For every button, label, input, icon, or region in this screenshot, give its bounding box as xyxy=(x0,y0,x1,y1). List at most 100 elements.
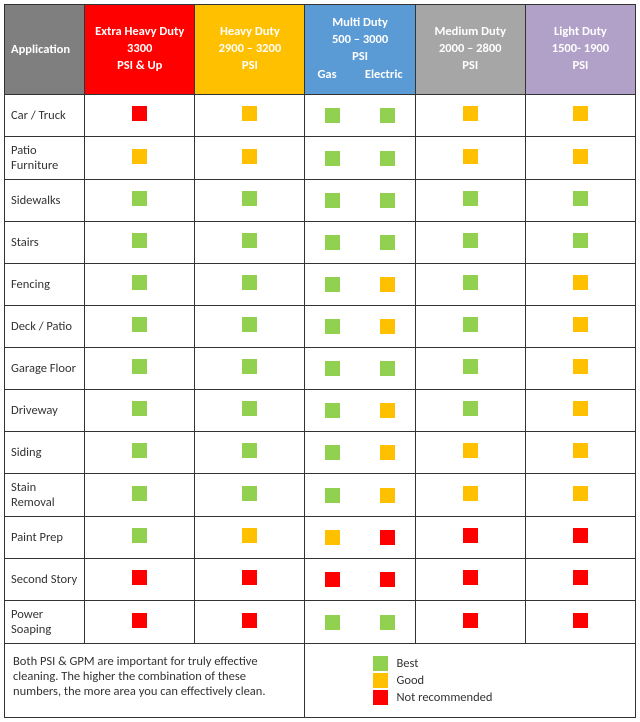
legend-item: Good xyxy=(373,673,627,688)
legend-label: Good xyxy=(396,673,424,688)
rating-square-good xyxy=(573,401,588,416)
rating-cell xyxy=(195,517,305,559)
table-row: Patio Furniture xyxy=(5,137,636,180)
pressure-washer-chart: Application Extra Heavy Duty3300PSI & Up… xyxy=(4,4,636,718)
rating-square-best xyxy=(380,361,395,376)
rating-cell xyxy=(305,222,415,264)
rating-square-best xyxy=(242,233,257,248)
rating-square-best xyxy=(132,233,147,248)
rating-square-good xyxy=(242,106,257,121)
rating-square-good xyxy=(373,673,388,688)
rating-cell xyxy=(525,137,635,180)
rating-square-not xyxy=(573,528,588,543)
rating-cell xyxy=(415,390,525,432)
rating-square-good xyxy=(573,359,588,374)
rating-cell xyxy=(415,306,525,348)
rating-square-best xyxy=(325,235,340,250)
rating-cell xyxy=(525,222,635,264)
rating-cell xyxy=(305,137,415,180)
legend-item: Best xyxy=(373,656,627,671)
rating-square-good xyxy=(573,106,588,121)
rating-cell xyxy=(415,348,525,390)
legend-item: Not recommended xyxy=(373,690,627,705)
rating-square-best xyxy=(132,317,147,332)
rating-cell xyxy=(85,95,195,137)
rating-cell xyxy=(195,95,305,137)
rating-square-good xyxy=(463,106,478,121)
application-label: Driveway xyxy=(5,390,85,432)
rating-square-best xyxy=(380,151,395,166)
rating-square-best xyxy=(325,615,340,630)
rating-cell xyxy=(525,348,635,390)
rating-square-best xyxy=(463,275,478,290)
rating-square-best xyxy=(573,233,588,248)
rating-cell xyxy=(85,432,195,474)
rating-cell xyxy=(85,390,195,432)
rating-square-best xyxy=(132,486,147,501)
table-row: Paint Prep xyxy=(5,517,636,559)
rating-square-best xyxy=(242,486,257,501)
rating-square-good xyxy=(573,486,588,501)
rating-square-not xyxy=(132,613,147,628)
rating-square-good xyxy=(573,149,588,164)
application-label: Power Soaping xyxy=(5,601,85,644)
rating-cell xyxy=(195,180,305,222)
application-label: Patio Furniture xyxy=(5,137,85,180)
rating-square-best xyxy=(325,361,340,376)
rating-square-best xyxy=(132,275,147,290)
rating-square-best xyxy=(463,191,478,206)
rating-cell xyxy=(85,559,195,601)
rating-cell xyxy=(85,264,195,306)
rating-cell xyxy=(195,432,305,474)
rating-cell xyxy=(305,180,415,222)
rating-square-good xyxy=(242,149,257,164)
rating-square-good xyxy=(132,149,147,164)
rating-cell xyxy=(415,559,525,601)
application-label: Paint Prep xyxy=(5,517,85,559)
rating-cell xyxy=(305,264,415,306)
header-light: Light Duty1500- 1900PSI xyxy=(525,5,635,95)
rating-square-best xyxy=(463,359,478,374)
rating-square-best xyxy=(325,445,340,460)
rating-cell xyxy=(415,222,525,264)
rating-cell xyxy=(195,348,305,390)
rating-square-best xyxy=(380,615,395,630)
rating-square-best xyxy=(132,191,147,206)
rating-cell xyxy=(525,180,635,222)
rating-cell xyxy=(85,306,195,348)
rating-cell xyxy=(415,137,525,180)
rating-cell xyxy=(195,474,305,517)
rating-cell xyxy=(195,306,305,348)
rating-cell xyxy=(195,264,305,306)
rating-square-good xyxy=(573,317,588,332)
rating-cell xyxy=(85,222,195,264)
rating-cell xyxy=(525,559,635,601)
rating-square-best xyxy=(463,317,478,332)
rating-cell xyxy=(305,559,415,601)
rating-cell xyxy=(525,601,635,644)
rating-square-good xyxy=(463,486,478,501)
rating-square-best xyxy=(325,403,340,418)
legend-cell: Best Good Not recommended xyxy=(305,644,636,718)
rating-cell xyxy=(415,180,525,222)
rating-square-good xyxy=(380,403,395,418)
header-multi: Multi Duty500 – 3000PSIGasElectric xyxy=(305,5,415,95)
rating-cell xyxy=(415,95,525,137)
table-row: Car / Truck xyxy=(5,95,636,137)
rating-cell xyxy=(305,601,415,644)
table-row: Stain Removal xyxy=(5,474,636,517)
rating-cell xyxy=(195,601,305,644)
rating-square-good xyxy=(380,319,395,334)
rating-square-good xyxy=(380,445,395,460)
application-label: Car / Truck xyxy=(5,95,85,137)
rating-cell xyxy=(305,390,415,432)
rating-square-best xyxy=(242,401,257,416)
rating-square-best xyxy=(325,108,340,123)
rating-cell xyxy=(525,306,635,348)
rating-square-not xyxy=(132,106,147,121)
rating-cell xyxy=(85,348,195,390)
rating-cell xyxy=(525,95,635,137)
rating-square-best xyxy=(463,233,478,248)
header-medium: Medium Duty2000 – 2800PSI xyxy=(415,5,525,95)
footer-row: Both PSI & GPM are important for truly e… xyxy=(5,644,636,718)
